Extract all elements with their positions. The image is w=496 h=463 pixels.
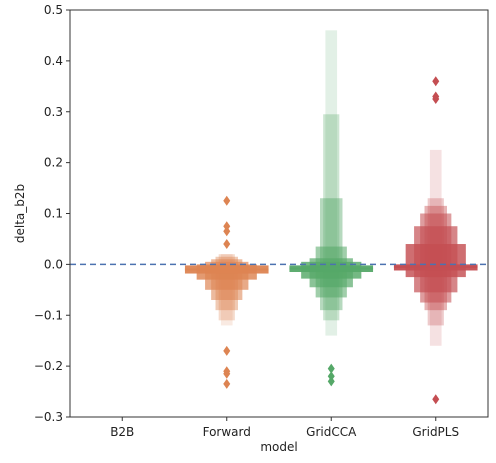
box-level-2	[405, 244, 466, 278]
outlier-point	[432, 94, 440, 105]
outlier-point	[223, 221, 231, 232]
y-axis-label: delta_b2b	[13, 184, 27, 243]
y-tick-label: 0.2	[44, 156, 63, 170]
y-tick-label: 0.5	[44, 3, 63, 17]
outlier-point	[223, 378, 231, 389]
outlier-point	[223, 226, 231, 237]
x-tick-label: GridCCA	[306, 425, 357, 439]
x-tick-label: Forward	[203, 425, 251, 439]
x-axis-label: model	[260, 440, 297, 454]
outlier-point	[327, 363, 335, 374]
outlier-point	[327, 371, 335, 382]
y-axis: −0.3 −0.2 −0.1 0.0 0.1 0.2 0.3 0.4 0.5	[34, 3, 70, 424]
outlier-point	[223, 345, 231, 356]
outlier-point	[223, 368, 231, 379]
series-gridcca	[289, 30, 374, 387]
y-tick-label: 0.3	[44, 105, 63, 119]
outlier-point	[223, 195, 231, 206]
series-forward	[184, 195, 269, 389]
outlier-point	[327, 376, 335, 387]
x-tick-label: GridPLS	[412, 425, 459, 439]
outlier-point	[432, 394, 440, 405]
y-tick-label: 0.4	[44, 54, 63, 68]
y-tick-label: 0.1	[44, 207, 63, 221]
y-tick-label: −0.1	[34, 308, 63, 322]
box-level-7	[325, 30, 338, 336]
y-tick-label: −0.3	[34, 410, 63, 424]
outlier-point	[223, 239, 231, 250]
x-tick-label: B2B	[110, 425, 134, 439]
plot-area	[70, 30, 488, 405]
y-tick-label: 0.0	[44, 257, 63, 271]
outlier-point	[432, 76, 440, 87]
series-gridpls	[393, 76, 478, 405]
x-axis: B2B Forward GridCCA GridPLS	[110, 417, 459, 439]
y-tick-label: −0.2	[34, 359, 63, 373]
